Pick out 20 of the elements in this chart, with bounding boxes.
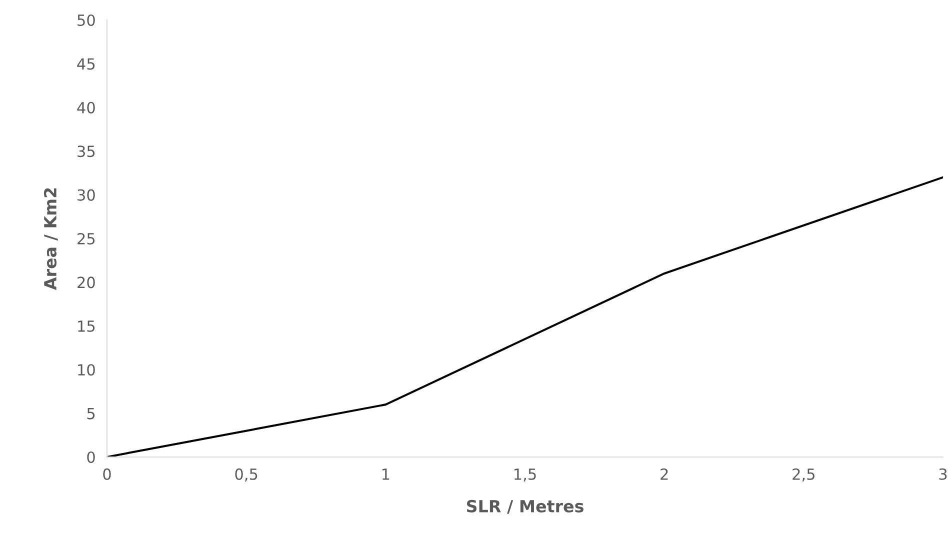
x-tick-label: 1,5 xyxy=(514,468,536,482)
x-axis-title: SLR / Metres xyxy=(466,500,584,514)
y-tick-label: 45 xyxy=(77,58,95,70)
y-tick-label: 30 xyxy=(78,189,95,201)
x-tick-label: 0 xyxy=(103,468,111,480)
x-tick-label: 3 xyxy=(939,468,947,480)
x-tick-label: 1 xyxy=(382,468,390,480)
x-tick-label: 2 xyxy=(660,468,668,480)
y-tick-label: 5 xyxy=(87,408,95,420)
y-tick-label: 25 xyxy=(78,232,95,245)
y-tick-label: 0 xyxy=(87,451,95,464)
y-tick-label: 20 xyxy=(78,276,95,288)
y-tick-label: 50 xyxy=(78,14,95,26)
x-tick-label: 2,5 xyxy=(792,468,814,482)
y-tick-label: 40 xyxy=(77,102,95,114)
y-tick-label: 10 xyxy=(78,364,95,376)
y-tick-label: 15 xyxy=(78,320,95,332)
x-tick-label: 0,5 xyxy=(235,468,258,482)
y-axis-title: Area / Km2 xyxy=(44,188,58,290)
y-tick-label: 35 xyxy=(78,146,95,158)
